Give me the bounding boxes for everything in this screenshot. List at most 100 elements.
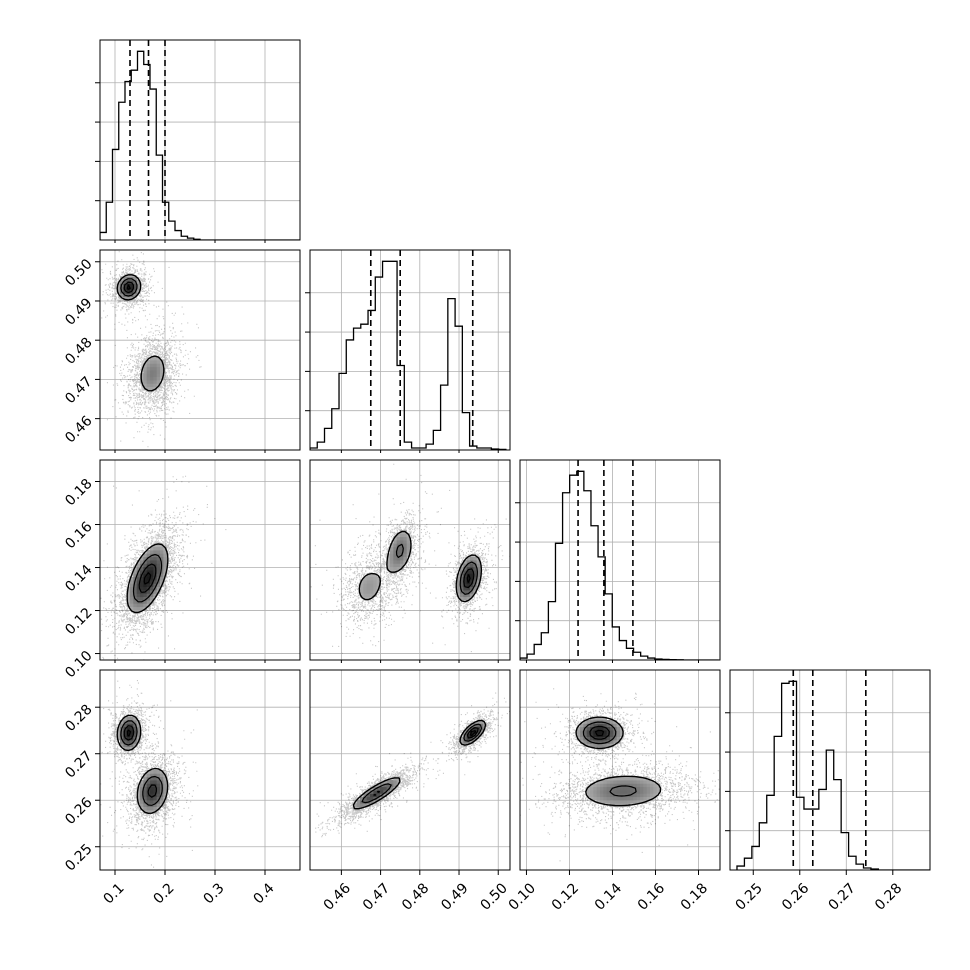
y-tick-label: 0.26 [62,795,95,828]
density-cell [386,563,391,568]
density-cell [370,576,374,581]
density-cell [383,793,388,798]
density-cell [156,796,161,801]
density-cell [153,773,158,778]
x-tick-label: 0.16 [635,880,668,913]
x-tick-label: 0.4 [251,880,278,907]
panel-frame [99,669,301,871]
density-cell [476,560,481,564]
density-cell [130,606,134,611]
density-cell [463,583,468,588]
contour-line [466,574,471,583]
density-cell [146,556,151,561]
density-cell [466,586,471,591]
density-cell [133,583,138,588]
density-cell [633,780,638,784]
density-cell [126,746,131,751]
density-cell [123,276,128,281]
density-cell [376,583,381,588]
density-cell [123,286,128,291]
density-cell [396,536,401,541]
density-cell [606,786,611,791]
density-cell [456,586,461,591]
density-cell [396,780,401,784]
density-cell [126,726,131,731]
density-cell [133,590,138,594]
density-cell [390,556,394,561]
density-cell [396,550,401,554]
density-cell [623,786,628,791]
density-cell [396,560,401,564]
density-cell [150,790,154,794]
density-cell [153,376,158,381]
density-cell [150,806,154,811]
density-cell [163,776,168,781]
density-cell [146,810,151,814]
density-cell [150,376,154,381]
density-cell [160,373,164,378]
density-cell [633,793,638,798]
density-cell [460,576,464,581]
density-cell [163,550,168,554]
density-cell [470,580,474,584]
density-cell [646,783,651,788]
panel-content [100,680,199,868]
density-cell [150,780,154,784]
density-cell [610,776,614,781]
density-cell [156,570,161,574]
density-cell [370,583,374,588]
density-cell [136,730,141,734]
density-cell [460,583,464,588]
scatter-panel-4-2 [309,669,511,875]
density-cell [160,800,164,804]
contour-line [361,723,483,804]
density-cell [140,603,144,608]
density-cell [476,733,481,738]
density-cell [150,580,154,584]
density-cell [116,736,121,741]
density-cell [156,773,161,778]
density-cell [126,720,131,724]
density-cell [390,566,394,571]
density-cell [583,733,588,738]
density-cell [380,786,384,791]
density-cell [400,540,404,544]
density-cell [596,716,601,721]
density-cell [390,553,394,558]
density-cell [643,780,648,784]
density-cell [603,743,608,748]
density-cell [130,286,134,291]
density-cell [156,780,161,784]
density-cell [470,723,474,728]
density-cell [136,590,141,594]
density-cell [136,736,141,741]
density-cell [623,796,628,801]
density-cell [463,566,468,571]
scatter-points [100,680,199,868]
density-cell [580,730,584,734]
density-cell [400,560,404,564]
density-cell [126,593,131,598]
density-cell [613,736,618,741]
density-cell [473,736,478,741]
density-cell [643,783,648,788]
density-cell [470,586,474,591]
density-cell [603,783,608,788]
density-cell [610,800,614,804]
density-cell [616,793,621,798]
density-cell [593,793,598,798]
density-cell [610,736,614,741]
density-cell [143,776,148,781]
density-cell [143,596,148,601]
density-cell [126,736,131,741]
contour-line [120,720,163,806]
density-cell [143,773,148,778]
density-cell [620,776,624,781]
density-cell [136,583,141,588]
density-cell [153,576,158,581]
density-cell [643,786,648,791]
density-cell [363,793,368,798]
density-cell [476,570,481,574]
density-cell [143,376,148,381]
scatter-panel-3-2 [309,459,511,663]
